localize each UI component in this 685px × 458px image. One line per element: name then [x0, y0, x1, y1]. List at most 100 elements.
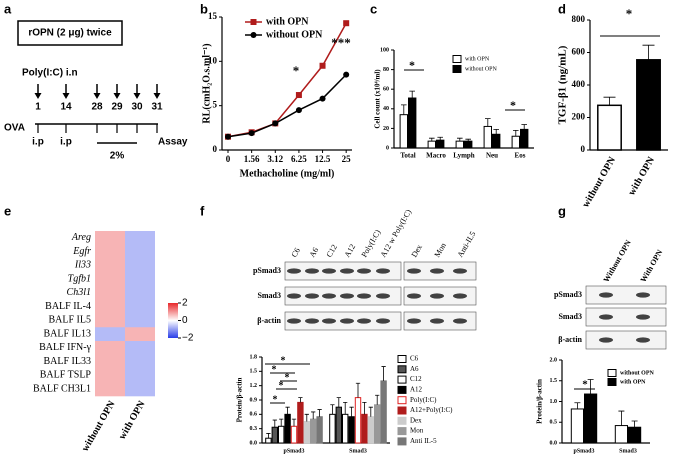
- legend-label: with OPN: [465, 56, 490, 62]
- bar: [316, 416, 323, 444]
- x-tick-label: pSmad3: [573, 448, 594, 454]
- x-tick-label: 6.25: [291, 154, 307, 164]
- blot-band: [305, 293, 319, 299]
- heatmap-cell: [95, 286, 125, 301]
- error-bar: [317, 409, 322, 417]
- error-bar: [311, 411, 316, 420]
- blot-row-label: Smad3: [257, 291, 281, 300]
- line: [227, 74, 347, 138]
- blot-band: [430, 318, 444, 324]
- row-label: BALF IL33: [44, 356, 92, 367]
- legend-label: with OPN: [266, 16, 309, 27]
- blot-band: [407, 293, 421, 299]
- error-bar: [349, 406, 354, 417]
- blot-band: [430, 293, 444, 299]
- annotation: *: [272, 364, 277, 375]
- error-bar: [330, 404, 335, 415]
- y-tick-label: 1.5: [250, 369, 258, 375]
- blot-band: [453, 318, 467, 324]
- x-axis-label: Methacholine (mg/ml): [240, 168, 335, 179]
- heatmap-cell: [95, 354, 125, 369]
- challenge: Poly(I:C) i.n: [22, 68, 78, 79]
- row-label: Il33: [74, 260, 91, 271]
- error-bar: [362, 401, 367, 415]
- error-bar: [298, 397, 303, 403]
- error-bar: [343, 401, 348, 415]
- heatmap-cell: [125, 341, 155, 356]
- annotation: *: [279, 380, 284, 391]
- blot-band: [357, 318, 371, 324]
- y-axis-label: Protein/β-actin: [536, 379, 544, 424]
- error-bar: [279, 418, 284, 427]
- sensitization: OVA: [4, 123, 25, 134]
- y-tick-label: 0.6: [250, 412, 258, 418]
- colorbar-label: 0: [182, 315, 188, 326]
- blot-band: [599, 292, 613, 298]
- error-bar: [355, 382, 361, 398]
- blot-lane-label: C12: [325, 243, 339, 259]
- marker: [295, 107, 302, 114]
- legend-label: A12: [410, 386, 423, 394]
- bar: [636, 59, 661, 151]
- x-tick-label: 12.5: [315, 154, 331, 164]
- legend-swatch: [397, 365, 407, 374]
- bar: [464, 140, 473, 149]
- marker: [248, 130, 255, 137]
- row-label: BALF IFN-γ: [39, 342, 92, 353]
- blot-band: [599, 337, 613, 343]
- annotation: *: [293, 63, 300, 78]
- bar: [483, 125, 493, 149]
- bar: [455, 140, 465, 149]
- row-label: BALF CH3L1: [33, 383, 91, 394]
- error-bar: [304, 413, 309, 422]
- y-tick-label: 60: [383, 87, 389, 93]
- legend-swatch: [397, 416, 407, 425]
- annotation: *: [409, 58, 415, 72]
- legend-swatch: [452, 55, 462, 63]
- heatmap-cell: [125, 244, 155, 259]
- y-tick-label: 10: [208, 55, 218, 65]
- annotation: ***: [331, 35, 351, 50]
- bar: [380, 380, 387, 444]
- arrow-head: [153, 93, 161, 99]
- bar: [342, 413, 349, 444]
- bar: [329, 413, 336, 444]
- y-tick-label: 20: [383, 126, 389, 132]
- error-bar: [429, 137, 435, 142]
- bar: [271, 426, 279, 444]
- blot-band: [322, 318, 336, 324]
- legend-label: A12+Poly(I:C): [410, 406, 453, 414]
- error-bar: [336, 397, 341, 408]
- marker: [295, 92, 302, 99]
- heatmap-cell: [125, 286, 155, 301]
- blot-lane-label: Dex: [410, 243, 424, 259]
- heatmap-cell: [125, 299, 155, 314]
- error-bar: [603, 96, 616, 106]
- bar: [354, 397, 362, 444]
- error-bar: [401, 104, 407, 115]
- y-tick-label: 1.5: [550, 378, 558, 384]
- day-label: 28: [91, 102, 103, 113]
- blot-band: [287, 318, 301, 324]
- x-tick-label: 25: [342, 154, 352, 164]
- legend-label: Poly(I:C): [410, 396, 437, 404]
- blot-band: [376, 318, 390, 324]
- blot-band: [407, 268, 421, 274]
- day-label: 1: [35, 102, 41, 113]
- error-bar: [574, 402, 581, 409]
- column-label: without OPN: [80, 398, 118, 453]
- bar: [374, 404, 381, 444]
- day-label: 30: [131, 102, 143, 113]
- legend-swatch: [607, 369, 617, 377]
- panel-label: e: [4, 203, 11, 218]
- y-axis-label: Cell count (x10⁴/ml): [374, 69, 382, 129]
- colorbar: [168, 303, 178, 338]
- y-axis-label: RL(cmH₂O.s.ml⁻¹): [201, 43, 212, 123]
- blot-row-label: pSmad3: [554, 290, 582, 299]
- blot-frame: [585, 330, 667, 350]
- arrow-head: [113, 93, 121, 99]
- bar: [436, 139, 445, 149]
- panel-label: f: [200, 203, 205, 218]
- colorbar-label: −2: [182, 333, 194, 344]
